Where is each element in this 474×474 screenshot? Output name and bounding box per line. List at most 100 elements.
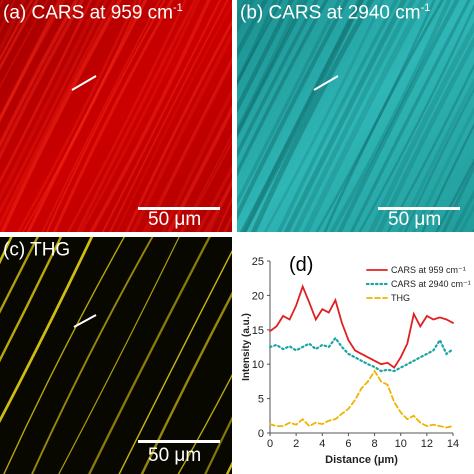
fiber-texture bbox=[0, 0, 79, 149]
cars-959-image-panel: (a) CARS at 959 cm-1 50 μm bbox=[0, 0, 232, 232]
fiber-texture bbox=[239, 0, 364, 232]
fiber-texture bbox=[263, 0, 384, 232]
fiber-texture bbox=[237, 0, 329, 177]
fiber-texture bbox=[458, 203, 474, 232]
x-tick-label: 6 bbox=[345, 438, 351, 450]
fiber-texture bbox=[101, 0, 222, 232]
fiber-texture bbox=[237, 0, 294, 114]
fiber-texture bbox=[237, 0, 255, 34]
fiber-texture bbox=[0, 0, 66, 123]
cars-2940-image-panel: (b) CARS at 2940 cm-1 50 μm bbox=[237, 0, 474, 232]
legend-label: THG bbox=[391, 293, 410, 303]
fiber-texture bbox=[0, 0, 62, 122]
y-axis-label: Intensity (a.u.) bbox=[241, 313, 252, 381]
fiber-texture bbox=[0, 0, 93, 185]
fiber-texture bbox=[58, 237, 180, 474]
x-tick-label: 12 bbox=[421, 438, 433, 450]
fiber-texture bbox=[349, 0, 471, 232]
y-tick-label: 5 bbox=[258, 394, 264, 406]
y-tick-label: 25 bbox=[252, 256, 264, 268]
fiber-texture bbox=[177, 373, 232, 474]
scale-bar bbox=[138, 440, 220, 443]
fiber-texture bbox=[0, 0, 34, 62]
fiber-texture bbox=[17, 0, 138, 232]
fiber-texture bbox=[0, 0, 116, 229]
chart-panel-label: (d) bbox=[289, 254, 313, 276]
thg-micrograph bbox=[0, 237, 232, 474]
fiber-texture bbox=[329, 0, 452, 232]
fiber-texture bbox=[0, 0, 39, 71]
fiber-texture bbox=[140, 291, 232, 474]
fiber-texture bbox=[0, 0, 85, 161]
scale-bar bbox=[138, 207, 220, 210]
fiber-texture bbox=[337, 0, 460, 232]
fiber-texture bbox=[0, 0, 27, 55]
fiber-texture bbox=[0, 0, 16, 35]
y-tick-label: 15 bbox=[252, 325, 264, 337]
fiber-texture bbox=[451, 189, 474, 232]
panel-label: (c) THG bbox=[3, 239, 71, 261]
legend-label: CARS at 959 cm⁻¹ bbox=[391, 265, 466, 275]
fiber-texture bbox=[237, 0, 309, 139]
fiber-texture bbox=[31, 237, 154, 474]
fiber-texture bbox=[237, 0, 269, 59]
fiber-texture bbox=[0, 237, 13, 265]
fiber-texture bbox=[88, 237, 211, 474]
panel-label: (a) CARS at 959 cm-1 bbox=[3, 2, 183, 24]
cars-959-micrograph bbox=[0, 0, 232, 232]
fiber-texture bbox=[250, 0, 375, 232]
legend-label: CARS at 2940 cm⁻¹ bbox=[391, 279, 471, 289]
fiber-texture bbox=[358, 4, 474, 232]
fiber-texture bbox=[3, 237, 125, 474]
fiber-texture bbox=[283, 0, 407, 232]
fiber-texture bbox=[276, 0, 399, 232]
fiber-texture bbox=[0, 237, 39, 315]
fiber-texture bbox=[26, 0, 148, 232]
fiber-texture bbox=[323, 0, 444, 232]
fiber-texture bbox=[109, 0, 229, 232]
scale-label: 50 μm bbox=[148, 209, 202, 230]
cars-2940-micrograph bbox=[237, 0, 474, 232]
profile-line bbox=[73, 314, 97, 328]
series-line-2 bbox=[269, 369, 454, 429]
fiber-texture bbox=[237, 0, 319, 159]
fiber-texture bbox=[0, 0, 49, 89]
scale-label: 50 μm bbox=[388, 209, 442, 230]
scale-label: 50 μm bbox=[148, 445, 202, 466]
fiber-texture bbox=[66, 0, 188, 232]
fiber-texture bbox=[125, 19, 232, 232]
x-tick-label: 2 bbox=[293, 438, 299, 450]
fiber-texture bbox=[79, 0, 201, 232]
fiber-texture bbox=[115, 2, 232, 232]
fiber-texture bbox=[302, 0, 427, 232]
fiber-texture bbox=[237, 0, 350, 221]
panel-label: (b) CARS at 2940 cm-1 bbox=[240, 2, 431, 24]
y-tick-label: 10 bbox=[252, 359, 264, 371]
x-axis-label: Distance (μm) bbox=[325, 454, 398, 466]
fiber-texture bbox=[52, 0, 174, 232]
fiber-texture bbox=[41, 0, 161, 232]
fiber-texture bbox=[0, 237, 63, 363]
x-tick-label: 10 bbox=[395, 438, 407, 450]
fiber-texture bbox=[204, 416, 232, 474]
fiber-texture bbox=[237, 0, 283, 86]
fiber-texture bbox=[45, 0, 166, 232]
fiber-texture bbox=[242, 0, 365, 232]
profile-line bbox=[313, 75, 339, 91]
fiber-texture bbox=[0, 0, 123, 232]
fiber-texture bbox=[237, 0, 278, 87]
fiber-texture bbox=[237, 0, 304, 137]
fiber-texture bbox=[216, 197, 232, 232]
intensity-profile-chart-panel: 0 2 4 6 8 10 12 14 0 5 10 15 20 25 Distance (μm) Intens… bbox=[237, 237, 474, 474]
profile-line bbox=[71, 75, 97, 91]
fiber-texture bbox=[21, 0, 142, 232]
series-line-1 bbox=[268, 336, 455, 373]
intensity-profile-chart: 0 2 4 6 8 10 12 14 0 5 10 15 20 25 Distance (μm) Intens… bbox=[241, 254, 471, 466]
fiber-texture bbox=[0, 237, 94, 424]
fiber-texture bbox=[315, 0, 436, 232]
fiber-texture bbox=[89, 0, 211, 232]
x-tick-label: 14 bbox=[447, 438, 459, 450]
fiber-texture bbox=[237, 0, 342, 207]
y-tick-label: 20 bbox=[252, 290, 264, 302]
fiber-texture bbox=[0, 0, 108, 215]
